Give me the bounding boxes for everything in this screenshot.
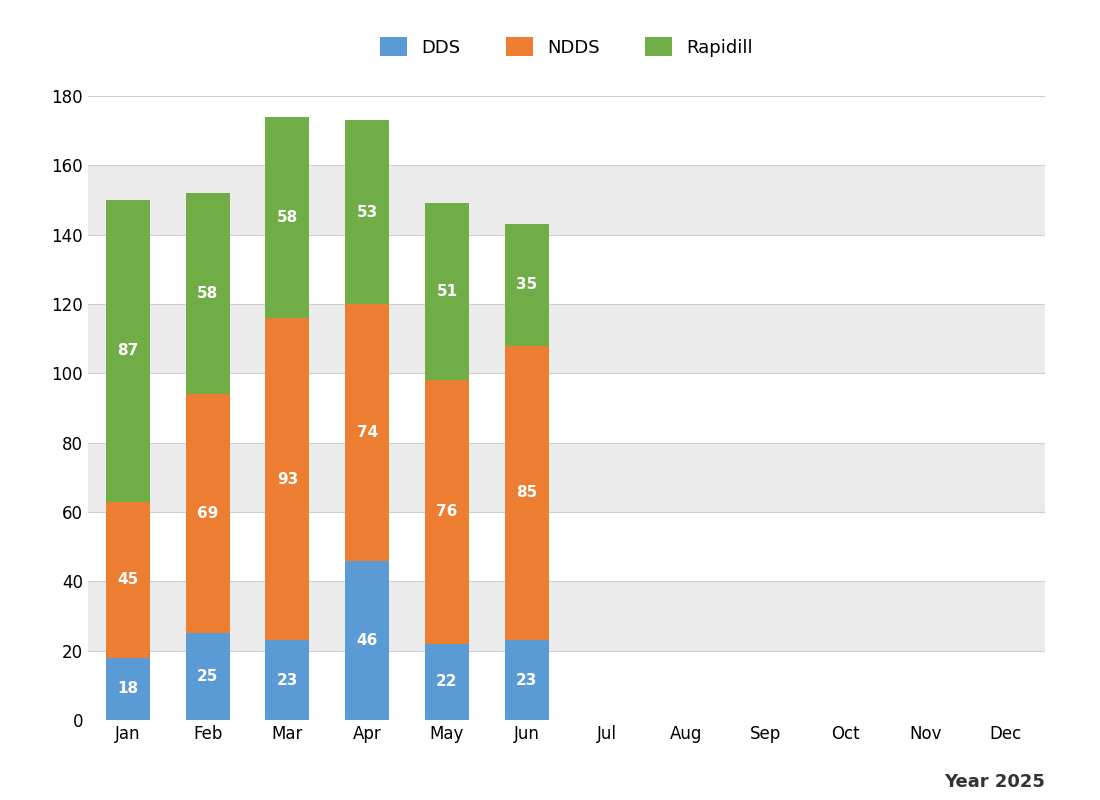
Text: 74: 74 [356, 425, 377, 440]
Bar [425, 380, 469, 644]
Bar [186, 193, 230, 394]
Bar [88, 442, 1045, 512]
Text: 85: 85 [516, 486, 537, 501]
Text: 35: 35 [516, 278, 537, 293]
Bar [88, 374, 1045, 442]
Bar [186, 634, 230, 720]
Bar [88, 96, 1045, 166]
Bar [265, 640, 309, 720]
Text: 18: 18 [118, 682, 139, 696]
Text: 23: 23 [516, 673, 537, 688]
Bar [88, 582, 1045, 650]
Bar [265, 318, 309, 640]
Bar [186, 394, 230, 634]
Text: 87: 87 [118, 343, 139, 358]
Bar [88, 304, 1045, 374]
Text: 46: 46 [356, 633, 377, 648]
Text: 51: 51 [437, 284, 458, 299]
Bar [505, 640, 549, 720]
Text: 76: 76 [437, 505, 458, 519]
Bar [345, 304, 389, 561]
Bar [265, 117, 309, 318]
Text: Year 2025: Year 2025 [944, 773, 1045, 791]
Legend: DDS, NDDS, Rapidill: DDS, NDDS, Rapidill [373, 30, 760, 64]
Bar [345, 561, 389, 720]
Bar [425, 644, 469, 720]
Bar [505, 224, 549, 346]
Text: 58: 58 [197, 286, 218, 301]
Bar [106, 502, 150, 658]
Text: 23: 23 [277, 673, 298, 688]
Text: 25: 25 [197, 669, 218, 684]
Text: 53: 53 [356, 205, 377, 220]
Bar [106, 200, 150, 502]
Bar [505, 346, 549, 640]
Bar [106, 658, 150, 720]
Bar [88, 166, 1045, 234]
Bar [425, 203, 469, 380]
Text: 45: 45 [118, 572, 139, 587]
Bar [88, 512, 1045, 582]
Bar [88, 650, 1045, 720]
Bar [88, 234, 1045, 304]
Text: 22: 22 [436, 674, 458, 690]
Text: 93: 93 [277, 471, 298, 486]
Text: 58: 58 [277, 210, 298, 225]
Bar [345, 120, 389, 304]
Text: 69: 69 [197, 506, 218, 522]
